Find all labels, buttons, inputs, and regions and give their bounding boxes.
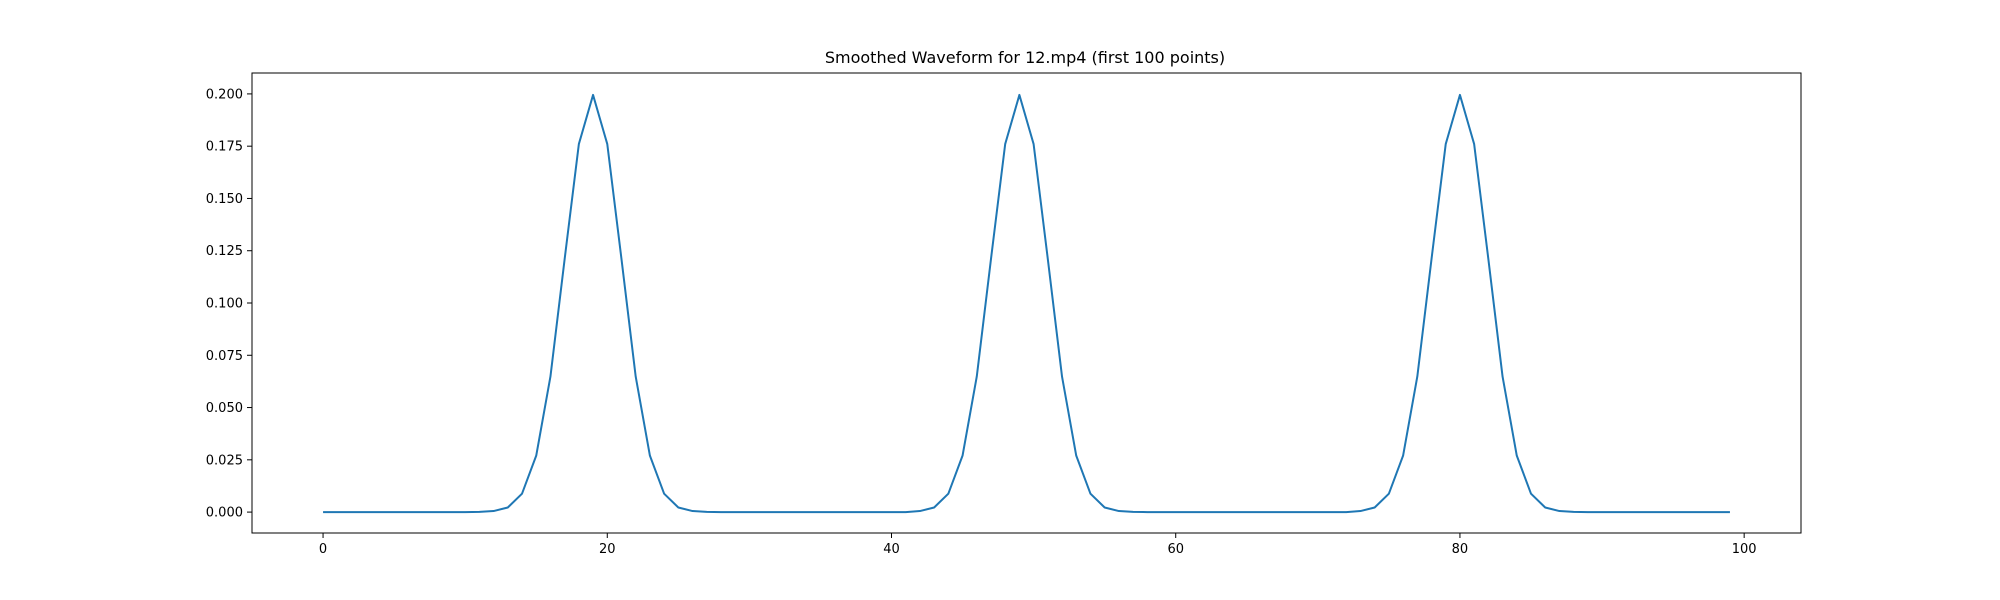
x-tick-label: 0 — [319, 542, 327, 557]
x-tick-label: 60 — [1167, 542, 1184, 557]
y-tick-label: 0.000 — [206, 506, 243, 521]
y-tick-label: 0.125 — [206, 244, 243, 259]
y-tick-label: 0.050 — [206, 401, 243, 416]
chart-title: Smoothed Waveform for 12.mp4 (first 100 … — [825, 48, 1225, 67]
x-tick-label: 20 — [599, 542, 616, 557]
y-tick-label: 0.100 — [206, 297, 243, 312]
y-tick-label: 0.175 — [206, 140, 243, 155]
plot-frame — [251, 72, 1802, 534]
series-line — [323, 93, 1730, 514]
x-tick-label: 40 — [883, 542, 900, 557]
x-axis: 0 20 40 60 80 100 — [319, 533, 1757, 557]
x-tick-label: 80 — [1452, 542, 1469, 557]
y-tick-label: 0.075 — [206, 349, 243, 364]
y-tick-label: 0.200 — [206, 87, 243, 102]
y-axis: 0.000 0.025 0.050 0.075 0.100 0.125 0.150 0.175… — [206, 87, 252, 521]
y-tick-label: 0.025 — [206, 453, 243, 468]
y-tick-label: 0.150 — [206, 192, 243, 207]
x-tick-label: 100 — [1732, 542, 1757, 557]
